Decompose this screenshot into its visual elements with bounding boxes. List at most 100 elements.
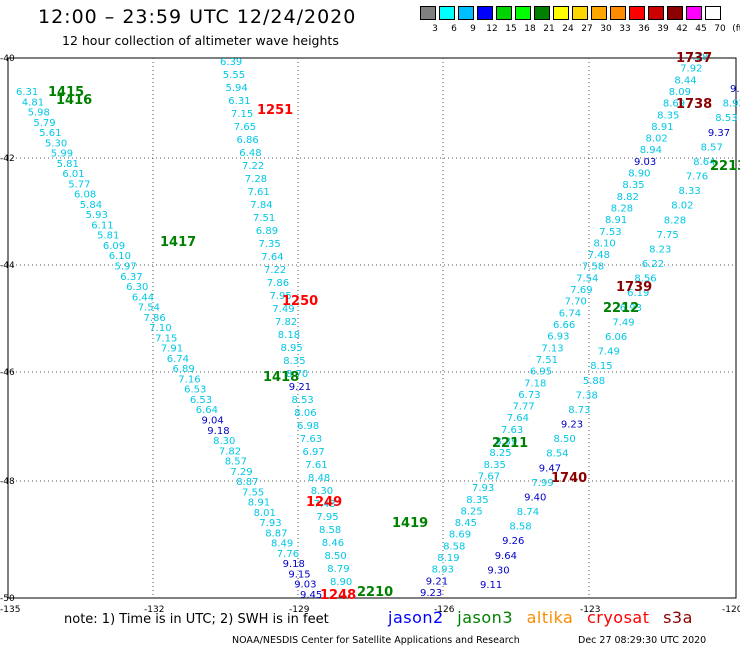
wave-height-value: 8.56	[634, 274, 656, 285]
wave-height-value: 8.94	[640, 145, 662, 156]
wave-height-value: 8.46	[322, 538, 344, 549]
wave-height-value: 6.22	[642, 259, 664, 270]
lon-label: -129	[289, 605, 310, 615]
wave-height-value: 9.03	[634, 157, 656, 168]
pass-number-label: 1740	[551, 471, 587, 486]
wave-height-value: 7.49	[272, 304, 294, 315]
wave-height-value: 6.30	[126, 282, 148, 293]
wave-height-value: 9.21	[289, 382, 311, 393]
wave-height-value: 8.92	[723, 99, 740, 110]
wave-height-value: 7.77	[513, 402, 535, 413]
wave-height-value: 5.93	[86, 210, 108, 221]
wave-height-value: 7.51	[536, 355, 558, 366]
scale-swatch	[458, 6, 474, 20]
wave-height-value: 7.63	[501, 425, 523, 436]
scale-label: (ft)	[732, 24, 740, 34]
wave-height-value: 7.15	[231, 109, 253, 120]
satellite-cryosat: cryosat	[586, 608, 650, 627]
scale-label: 45	[695, 24, 707, 34]
satellite-altika: altika	[526, 608, 574, 627]
satellite-jason2: jason2	[388, 608, 444, 627]
wave-height-value: 6.93	[620, 303, 642, 314]
wave-height-value: 6.09	[103, 241, 125, 252]
wave-height-value: 7.53	[599, 227, 621, 238]
wave-height-value: 8.48	[308, 473, 330, 484]
wave-height-value: 8.91	[248, 498, 270, 509]
wave-height-value: 7.82	[275, 317, 297, 328]
wave-height-value: 8.45	[455, 518, 477, 529]
wave-height-value: 8.58	[443, 541, 465, 552]
wave-height-value: 7.63	[300, 434, 322, 445]
wave-height-value: 4.81	[22, 97, 44, 108]
wave-height-value: 6.98	[297, 421, 319, 432]
scale-label: 70	[714, 24, 726, 34]
wave-height-value: 7.54	[576, 273, 598, 284]
wave-height-value: 8.30	[311, 486, 333, 497]
wave-height-value: 6.06	[605, 332, 627, 343]
scale-label: 3	[432, 24, 438, 34]
pass-number-label: 1739	[616, 280, 652, 295]
lon-label: -120	[722, 605, 740, 615]
scale-swatch	[648, 6, 664, 20]
scale-label: 18	[524, 24, 536, 34]
pass-number-label: 2211	[492, 436, 528, 451]
wave-height-value: 7.91	[161, 344, 183, 355]
wave-height-value: 7.93	[259, 518, 281, 529]
wave-height-value: 9.23	[420, 588, 442, 599]
wave-height-value: 9.21	[426, 576, 448, 587]
scale-swatch	[591, 6, 607, 20]
pass-number-label: 2212	[603, 301, 639, 316]
lat-label: -46	[0, 368, 15, 378]
wave-height-value: 5.81	[97, 231, 119, 242]
pass-number-label: 1415	[48, 85, 84, 100]
scale-label: 21	[543, 24, 555, 34]
wave-height-value: 7.16	[178, 374, 200, 385]
wave-height-value: 9.04	[202, 416, 224, 427]
wave-height-value: 6.66	[553, 320, 575, 331]
wave-height-value: 7.43	[314, 499, 336, 510]
scale-label: 12	[486, 24, 498, 34]
wave-height-value: 8.25	[461, 506, 483, 517]
wave-height-value: 7.55	[242, 487, 264, 498]
wave-height-value: 9.45	[300, 590, 322, 601]
pass-number-label: 1248	[320, 588, 356, 603]
pass-number-label: 1416	[56, 93, 92, 108]
wave-height-value: 8.35	[622, 180, 644, 191]
wave-height-value: 6.11	[91, 220, 113, 231]
wave-height-value: 8.35	[484, 460, 506, 471]
wave-height-value: 8.28	[664, 215, 686, 226]
wave-height-value: 6.37	[120, 272, 142, 283]
wave-height-value: 7.28	[245, 174, 267, 185]
wave-height-value: 8.50	[325, 551, 347, 562]
wave-height-value: 8.90	[330, 577, 352, 588]
scale-label: 42	[676, 24, 688, 34]
wave-height-value: 7.95	[270, 291, 292, 302]
wave-height-value: 9.30	[487, 565, 509, 576]
wave-height-value: 8.02	[646, 134, 668, 145]
wave-height-value: 5.77	[68, 179, 90, 190]
wave-height-value: 5.84	[80, 200, 102, 211]
wave-height-value: 6.97	[303, 447, 325, 458]
wave-height-value: 7.22	[242, 161, 264, 172]
wave-height-value: 7.22	[264, 265, 286, 276]
satellite-legend: jason2 jason3 altika cryosat s3a	[388, 608, 701, 627]
wave-height-value: 7.64	[261, 252, 283, 263]
wave-height-value: 8.54	[546, 449, 568, 460]
pass-number-label: 1250	[282, 294, 318, 309]
wave-height-value: 6.64	[196, 405, 218, 416]
wave-height-value: 7.29	[230, 467, 252, 478]
scale-swatch	[420, 6, 436, 20]
wave-height-value: 7.92	[680, 64, 702, 75]
wave-height-value: 7.49	[612, 317, 634, 328]
wave-height-value: 5.94	[226, 83, 248, 94]
wave-height-value: 8.74	[517, 507, 539, 518]
wave-height-value: 8.79	[327, 564, 349, 575]
scale-swatch	[439, 6, 455, 20]
wave-height-value: 8.90	[628, 169, 650, 180]
note-text: note: 1) Time is in UTC; 2) SWH is in fe…	[64, 612, 329, 627]
wave-height-value: 9.11	[480, 580, 502, 591]
scale-label: 9	[470, 24, 476, 34]
wave-height-value: 7.95	[316, 512, 338, 523]
wave-height-value: 6.86	[237, 135, 259, 146]
